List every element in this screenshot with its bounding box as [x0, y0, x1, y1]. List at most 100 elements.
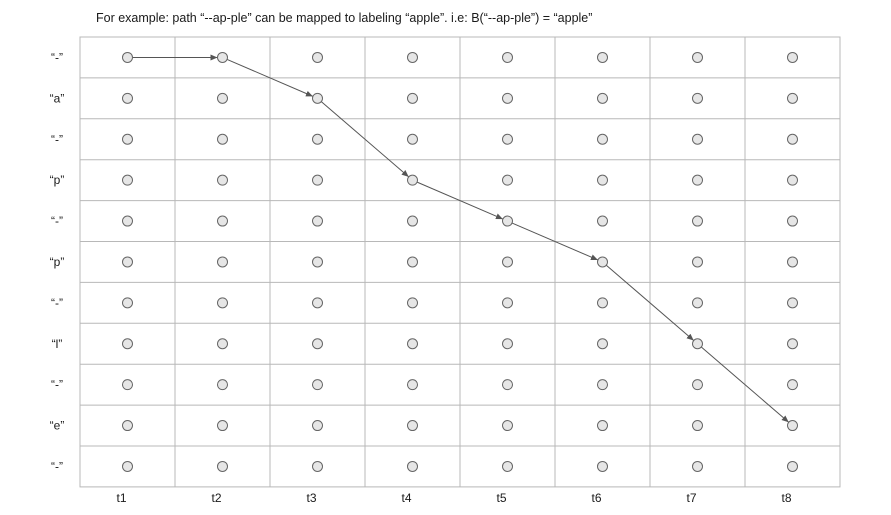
path-arrow — [226, 58, 314, 97]
lattice-node — [692, 51, 703, 63]
lattice-node — [312, 92, 323, 104]
lattice-node — [122, 297, 133, 309]
lattice-node — [407, 297, 418, 309]
caption: For example: path “--ap-ple” can be mapp… — [96, 11, 593, 25]
lattice-node — [502, 92, 513, 104]
lattice-node — [502, 51, 513, 63]
lattice-node — [787, 215, 798, 227]
lattice-node — [502, 297, 513, 309]
lattice-node — [502, 420, 513, 432]
lattice-node — [597, 51, 608, 63]
lattice-node — [122, 420, 133, 432]
lattice-node — [597, 174, 608, 186]
lattice-node — [407, 215, 418, 227]
lattice-node — [787, 297, 798, 309]
lattice-node — [692, 460, 703, 472]
lattice-node — [597, 297, 608, 309]
lattice-node — [122, 92, 133, 104]
path-arrow — [320, 101, 410, 178]
lattice-node — [787, 174, 798, 186]
lattice-node — [692, 174, 703, 186]
lattice-node — [502, 460, 513, 472]
lattice-node — [217, 460, 228, 472]
row-label: “-” — [51, 378, 63, 392]
time-step-label: t4 — [401, 491, 411, 505]
lattice-node — [597, 256, 608, 268]
lattice-node — [217, 92, 228, 104]
time-step-label: t1 — [116, 491, 126, 505]
lattice-node — [597, 379, 608, 391]
lattice-node — [407, 256, 418, 268]
lattice-node — [407, 460, 418, 472]
lattice-node — [312, 460, 323, 472]
lattice-node — [692, 379, 703, 391]
lattice-node — [692, 92, 703, 104]
lattice-node — [597, 133, 608, 145]
lattice-node — [787, 379, 798, 391]
lattice-node — [122, 379, 133, 391]
lattice-node — [122, 51, 133, 63]
lattice-node — [312, 133, 323, 145]
path-arrow — [605, 264, 695, 341]
row-label: “p” — [50, 173, 65, 187]
lattice-node — [407, 174, 418, 186]
lattice-node — [312, 297, 323, 309]
lattice-node — [502, 338, 513, 350]
lattice-node — [312, 338, 323, 350]
time-step-label: t5 — [496, 491, 506, 505]
lattice-node — [312, 51, 323, 63]
lattice-node — [407, 133, 418, 145]
lattice-node — [502, 215, 513, 227]
lattice-node — [217, 215, 228, 227]
lattice-node — [787, 420, 798, 432]
time-step-label: t7 — [686, 491, 696, 505]
lattice-node — [407, 379, 418, 391]
lattice-node — [217, 133, 228, 145]
lattice-node — [407, 92, 418, 104]
lattice-node — [312, 420, 323, 432]
lattice-node — [312, 256, 323, 268]
row-label: “-” — [51, 50, 63, 64]
lattice-node — [217, 174, 228, 186]
row-label: “-” — [51, 296, 63, 310]
lattice-node — [407, 338, 418, 350]
lattice-node — [597, 92, 608, 104]
lattice-node — [217, 51, 228, 63]
row-label: “p” — [50, 255, 65, 269]
row-label: “-” — [51, 132, 63, 146]
lattice-node — [122, 460, 133, 472]
grid — [79, 36, 841, 488]
lattice-node — [787, 460, 798, 472]
lattice-node — [692, 215, 703, 227]
lattice-node — [787, 92, 798, 104]
row-label: “-” — [51, 459, 63, 473]
lattice-node — [122, 133, 133, 145]
lattice-node — [502, 379, 513, 391]
lattice-node — [692, 338, 703, 350]
lattice-node — [407, 51, 418, 63]
lattice-node — [787, 51, 798, 63]
lattice-node — [407, 420, 418, 432]
path-arrow — [416, 181, 504, 220]
lattice-node — [122, 256, 133, 268]
lattice-node — [787, 133, 798, 145]
lattice-node — [692, 133, 703, 145]
row-label: “a” — [50, 91, 65, 105]
lattice-node — [597, 338, 608, 350]
lattice-node — [502, 133, 513, 145]
row-label: “l” — [52, 337, 63, 351]
lattice-node — [122, 174, 133, 186]
time-step-label: t8 — [781, 491, 791, 505]
time-step-label: t2 — [211, 491, 221, 505]
lattice-node — [502, 256, 513, 268]
lattice-node — [217, 379, 228, 391]
lattice-node — [787, 256, 798, 268]
lattice-node — [597, 215, 608, 227]
lattice-node — [217, 297, 228, 309]
lattice-node — [787, 338, 798, 350]
lattice-node — [597, 420, 608, 432]
lattice-node — [217, 338, 228, 350]
lattice-node — [122, 338, 133, 350]
lattice-node — [502, 174, 513, 186]
